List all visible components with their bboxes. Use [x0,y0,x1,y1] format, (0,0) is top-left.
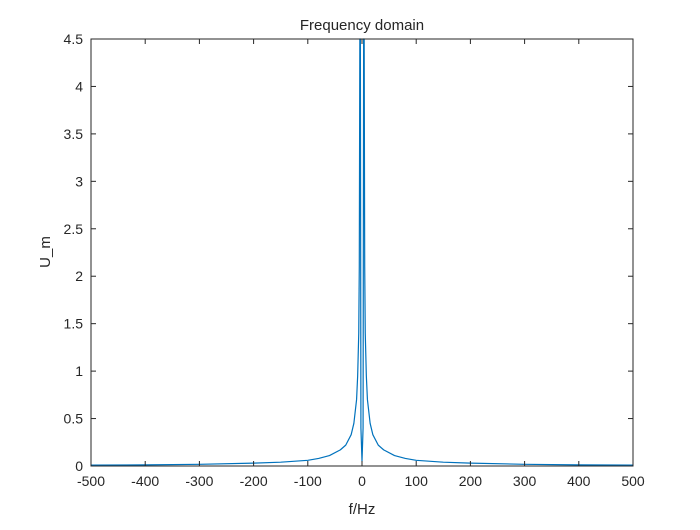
x-tick-label: -500 [77,473,105,489]
y-tick-label: 2.5 [64,221,84,237]
chart-title: Frequency domain [300,17,424,34]
x-tick-label: 100 [405,473,429,489]
x-tick-label: -400 [131,473,159,489]
y-tick-label: 3 [75,173,83,189]
y-tick-label: 3.5 [64,126,84,142]
y-tick-label: 2 [75,268,83,284]
x-tick-label: -300 [185,473,213,489]
x-tick-label: -200 [240,473,268,489]
x-tick-label: 0 [358,473,366,489]
x-axis-label: f/Hz [349,501,376,518]
x-tick-label: 200 [459,473,483,489]
x-tick-label: 400 [567,473,591,489]
y-tick-label: 0.5 [64,411,84,427]
x-tick-label: -100 [294,473,322,489]
x-tick-label: 500 [621,473,645,489]
y-tick-label: 0 [75,458,83,474]
y-tick-label: 4 [75,78,83,94]
axes-layer: -500 -400 -300 -200 -100 0 100 200 300 400 500 0 0.5… [64,31,645,489]
y-axis-label: U_m [37,236,54,268]
y-tick-label: 1.5 [64,316,84,332]
x-tick-label: 300 [513,473,537,489]
y-tick-label: 1 [75,363,83,379]
y-tick-label: 4.5 [64,31,84,47]
plot-background [91,39,633,466]
